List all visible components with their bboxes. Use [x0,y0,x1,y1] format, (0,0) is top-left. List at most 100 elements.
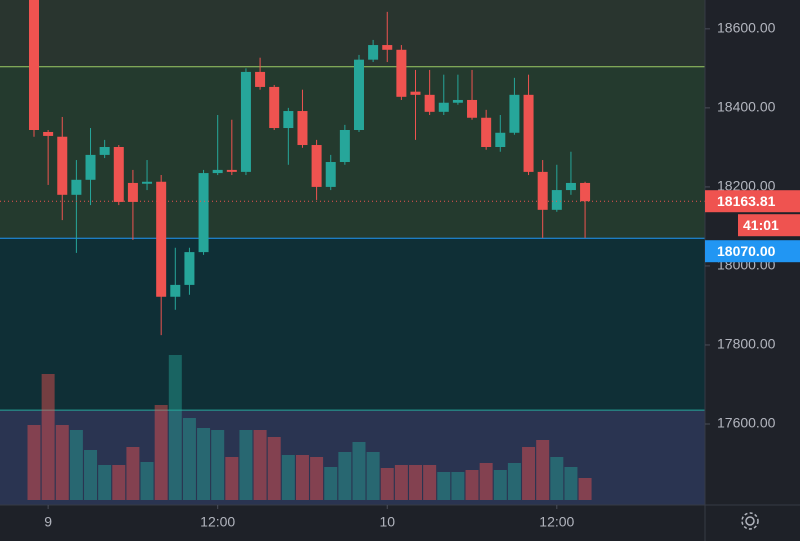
candle-body [71,179,82,195]
volume-bar [126,447,140,500]
volume-bar [352,442,366,500]
candle-body [99,146,110,155]
volume-bar [366,452,380,500]
candle-body [198,173,209,253]
volume-bar [423,465,437,500]
plot-area [0,0,705,505]
zone [0,238,705,411]
countdown-label: 41:01 [743,217,779,233]
candle-body [297,111,308,146]
volume-bar [465,470,479,500]
candle-body [523,94,534,172]
volume-bar [27,425,41,500]
volume-bar [564,467,578,500]
candle-body [495,132,506,147]
level-box [705,240,800,263]
candle-body [452,99,463,103]
volume-bar [69,430,83,500]
candle-body [29,0,39,131]
candle-body [184,252,195,285]
candle-body [481,117,492,147]
volume-bar [394,465,408,500]
volume-bar [578,478,592,500]
zone [0,410,705,505]
candle-body [368,45,379,60]
candle-body [170,284,181,297]
candle-body [551,190,562,210]
volume-bar [338,452,352,500]
volume-bar [154,405,168,500]
candle-body [283,111,294,129]
candle-body [43,131,54,136]
volume-bar [522,447,536,500]
y-tick-label: 17800.00 [717,336,776,352]
candle-body [509,94,520,133]
candle-body [212,169,223,174]
candle-body [396,49,407,97]
candle-body [467,99,478,118]
volume-bar [197,428,211,500]
candle-body [142,181,153,184]
volume-bar [41,374,55,500]
candle-body [325,162,336,187]
volume-bar [281,455,295,500]
candle-body [311,145,322,187]
volume-bar [168,355,182,500]
volume-bar [409,465,423,500]
candle-body [226,169,237,172]
volume-bar [182,418,196,500]
volume-bar [140,462,154,500]
candle-body [410,91,421,95]
volume-bar [295,455,309,500]
volume-bar [211,430,225,500]
candle-body [113,146,124,202]
x-tick-label: 12:00 [539,514,574,530]
candle-body [382,45,393,50]
candle-body [565,182,576,191]
candle-body [424,94,435,112]
candle-body [339,130,350,163]
y-tick-label: 18200.00 [717,178,776,194]
volume-bar [267,437,281,500]
volume-bar [507,463,521,500]
candle-body [57,136,68,195]
candle-body [255,71,266,87]
volume-bar [112,465,126,500]
last-price-label: 18163.81 [717,193,776,209]
countdown-box [738,214,800,237]
candle-body [537,171,548,210]
volume-bar [225,457,239,500]
axis-layer: 17600.0017800.0018000.0018200.0018400.00… [44,20,800,530]
volume-bar [310,457,324,500]
volume-bar [55,425,69,500]
candle-body [156,181,167,297]
candle-body [85,154,96,180]
volume-bar [239,430,253,500]
volume-bar [493,470,507,500]
volume-bar [437,472,451,500]
settings-icon[interactable] [741,512,759,530]
x-tick-label: 12:00 [200,514,235,530]
volume-bar [98,465,112,500]
candle-body [240,71,251,172]
x-tick-label: 9 [44,514,52,530]
candle-body [438,102,449,112]
zone [0,0,705,67]
volume-bar [84,450,98,500]
volume-bar [550,457,564,500]
y-tick-label: 18600.00 [717,20,776,36]
volume-bar [253,430,267,500]
last-price-box [705,190,800,213]
volume-bar [536,440,550,500]
candle-body [127,182,138,202]
volume-bar [380,468,394,500]
volume-bar [324,467,338,500]
volume-bar [451,472,465,500]
y-tick-label: 17600.00 [717,415,776,431]
candle-body [580,182,591,202]
y-tick-label: 18400.00 [717,99,776,115]
x-tick-label: 10 [379,514,395,530]
candle-body [353,59,364,131]
volume-bar [479,463,493,500]
